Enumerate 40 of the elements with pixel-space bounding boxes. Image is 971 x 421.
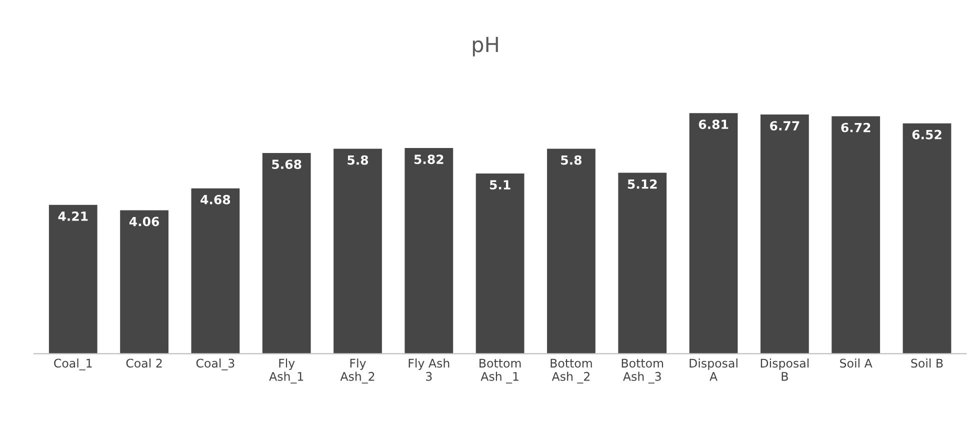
- data-label: 6.72: [841, 122, 870, 132]
- data-label: 4.06: [129, 216, 160, 226]
- chart-title: pH: [472, 36, 498, 56]
- data-label: 6.52: [912, 130, 942, 140]
- bar: [120, 210, 168, 354]
- x-tick-label: Disposal A: [690, 358, 738, 381]
- x-tick-label: Coal_3: [196, 358, 234, 370]
- x-tick-label: Bottom Ash _2: [550, 358, 592, 384]
- x-tick-label: Soil B: [911, 358, 943, 368]
- bar: [476, 173, 524, 354]
- bar: [832, 116, 880, 354]
- x-tick-label: Fly Ash_2: [340, 358, 374, 384]
- bar: [191, 188, 240, 354]
- bar: [334, 148, 382, 354]
- x-tick-label: Coal_1: [54, 358, 92, 370]
- x-tick-label: Disposal B: [760, 358, 809, 381]
- data-label: 6.77: [770, 121, 800, 131]
- bar: [48, 204, 98, 354]
- bar: [760, 114, 809, 354]
- bar: [547, 148, 596, 354]
- bar: [618, 172, 667, 354]
- data-label: 4.21: [58, 211, 88, 221]
- x-tick-label: Bottom Ash _3: [622, 358, 664, 384]
- data-label: 5.82: [414, 154, 444, 164]
- data-label: 5.8: [348, 155, 368, 165]
- data-label: 4.68: [200, 194, 230, 204]
- bar: [262, 152, 311, 354]
- x-tick-label: Soil A: [840, 358, 872, 368]
- data-label: 5.12: [628, 179, 657, 189]
- data-label: 5.68: [272, 160, 302, 170]
- bar: [689, 113, 738, 354]
- x-tick-label: Fly Ash 3: [408, 358, 450, 381]
- x-tick-label: Fly Ash_1: [269, 358, 304, 384]
- data-label: 5.1: [490, 180, 510, 190]
- bar: [902, 123, 952, 354]
- x-tick-label: Bottom Ash _1: [480, 358, 521, 384]
- x-tick-label: Coal 2: [126, 358, 162, 368]
- bar: [404, 148, 454, 354]
- data-label: 6.81: [698, 120, 728, 130]
- data-label: 5.8: [561, 155, 582, 165]
